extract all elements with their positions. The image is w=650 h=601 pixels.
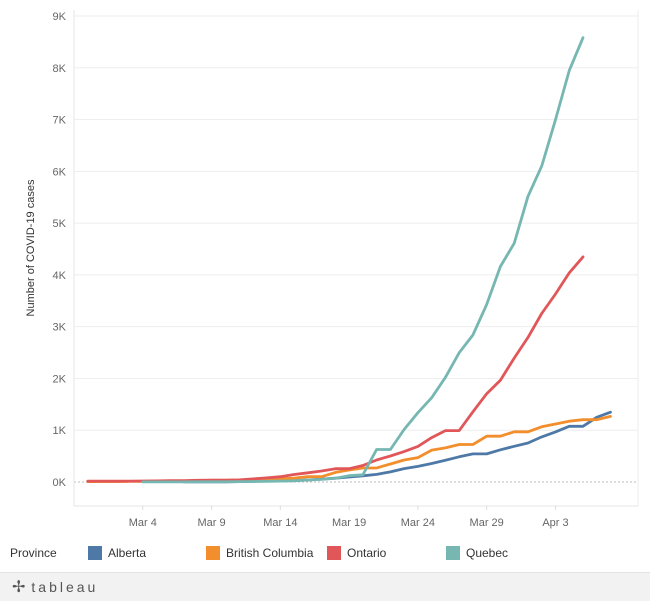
legend-swatch [88, 546, 102, 560]
x-tick-label: Mar 19 [332, 517, 366, 529]
y-tick-label: 0K [53, 477, 67, 489]
legend-label: British Columbia [226, 546, 314, 560]
y-tick-label: 4K [53, 270, 67, 282]
footer-bar: ✢ tableau [0, 572, 650, 601]
tableau-plus-icon: ✢ [12, 579, 29, 596]
y-tick-label: 9K [53, 11, 67, 23]
legend-swatch [206, 546, 220, 560]
y-tick-label: 2K [53, 373, 67, 385]
x-tick-label: Mar 29 [470, 517, 504, 529]
series-line-british-columbia[interactable] [86, 414, 612, 484]
y-axis-title: Number of COVID-19 cases [25, 179, 37, 316]
x-tick-label: Mar 14 [263, 517, 297, 529]
series-line-quebec[interactable] [141, 36, 585, 484]
legend-label: Ontario [347, 546, 387, 560]
y-tick-label: 6K [53, 166, 67, 178]
y-tick-label: 3K [53, 322, 67, 334]
legend-item-ontario[interactable]: Ontario [327, 546, 386, 560]
brand-text: tableau [31, 579, 99, 595]
x-axis: Mar 4 Mar 9 Mar 14 Mar 19 Mar 24 Mar 29 Apr 3 [74, 505, 638, 529]
legend-swatch [327, 546, 341, 560]
legend-title: Province [10, 546, 57, 560]
legend-item-quebec[interactable]: Quebec [446, 546, 508, 560]
legend-label: Quebec [466, 546, 509, 560]
y-tick-label: 1K [53, 425, 67, 437]
x-tick-label: Apr 3 [542, 517, 568, 529]
series-line-alberta[interactable] [182, 410, 612, 484]
y-tick-label: 5K [53, 218, 67, 230]
legend: Province Alberta British Columbia Ontari… [0, 540, 650, 568]
x-tick-label: Mar 4 [129, 517, 157, 529]
legend-item-alberta[interactable]: Alberta [88, 546, 146, 560]
y-tick-label: 7K [53, 115, 67, 127]
y-tick-label: 8K [53, 63, 67, 75]
legend-item-british-columbia[interactable]: British Columbia [206, 546, 313, 560]
legend-label: Alberta [108, 546, 147, 560]
y-axis: 0K 1K 2K 3K 4K 5K 6K 7K 8K 9K [53, 10, 75, 506]
tableau-logo[interactable]: ✢ tableau [12, 577, 98, 597]
series-lines [86, 36, 612, 484]
x-tick-label: Mar 9 [197, 517, 225, 529]
x-tick-label: Mar 24 [401, 517, 435, 529]
legend-swatch [446, 546, 460, 560]
